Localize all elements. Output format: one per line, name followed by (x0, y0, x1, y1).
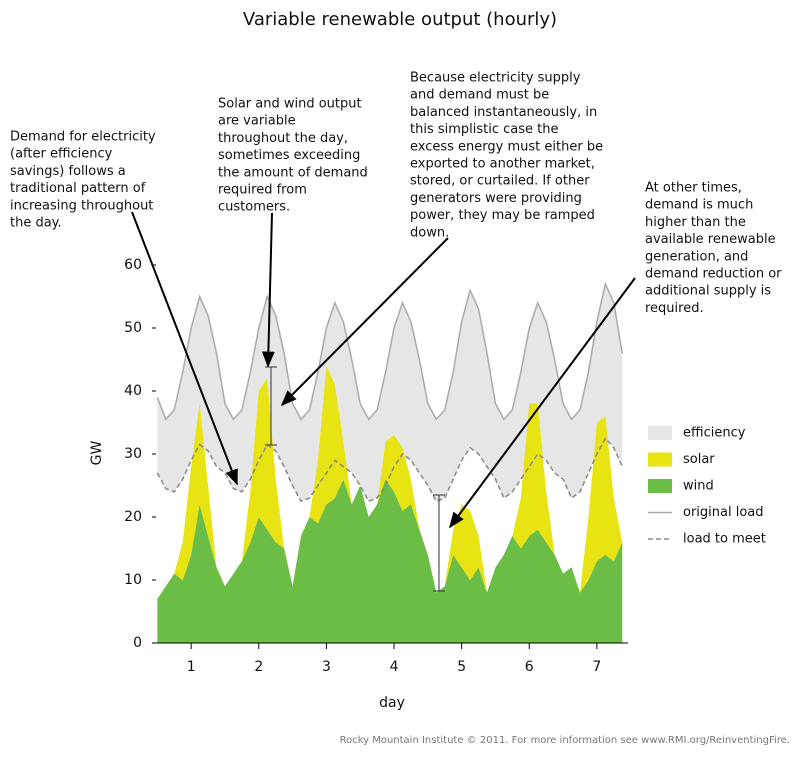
x-tick-label: 5 (457, 659, 466, 675)
arrow (449, 277, 636, 529)
annotation: required from (218, 183, 307, 198)
arrow (280, 237, 449, 407)
annotation: generation, and (645, 249, 748, 264)
annotation: demand is much (645, 198, 753, 213)
annotation: stored, or curtailed. If other (410, 174, 590, 189)
y-axis-label: GW (89, 441, 105, 466)
y-tick-label: 20 (124, 509, 142, 525)
area (157, 479, 623, 643)
annotation: throughout the day, (218, 131, 348, 146)
area (157, 365, 623, 599)
y-tick-label: 60 (124, 257, 142, 273)
annotations: Demand for electricity (after efficiency s… (10, 71, 782, 316)
x-tick-label: 4 (390, 659, 399, 675)
annotation: increasing throughout (10, 198, 153, 213)
annotation: demand reduction or (645, 267, 782, 282)
annotation: At other times, (645, 181, 742, 196)
y-tick-label: 10 (124, 572, 142, 588)
footer: Rocky Mountain Institute © 2011. For mor… (340, 735, 790, 746)
line (156, 281, 623, 421)
legend-label: wind (683, 479, 714, 494)
range-bar (433, 494, 445, 592)
annotation: additional supply is (645, 284, 771, 299)
annotation: excess energy must either be (410, 139, 603, 154)
annotation: available renewable (645, 232, 776, 247)
annotation: Solar and wind output (218, 97, 362, 112)
x-axis-label: day (379, 695, 405, 711)
legend-swatch (648, 479, 672, 493)
annotation: exported to another market, (410, 157, 595, 172)
annotation: (after efficiency (10, 147, 113, 162)
annotation: power, they may be ramped (410, 208, 595, 223)
annotation: and demand must be (410, 88, 549, 103)
arrow (261, 212, 275, 368)
x-tick-label: 1 (187, 659, 196, 675)
x-tick-label: 2 (254, 659, 263, 675)
legend-swatch (648, 452, 672, 467)
annotation: traditional pattern of (10, 181, 146, 196)
annotation: sometimes exceeding (218, 148, 360, 163)
annotation-marks (131, 211, 636, 592)
x-tick-label: 3 (322, 659, 331, 675)
annotation: higher than the (645, 215, 746, 230)
annotation: generators were providing (410, 191, 582, 206)
annotation: this simplistic case the (410, 122, 559, 137)
y-tick-label: 30 (124, 446, 142, 462)
legend-swatch (648, 426, 672, 440)
legend-label: original load (683, 505, 764, 520)
y-tick-label: 40 (124, 383, 142, 399)
annotation: Because electricity supply (410, 71, 581, 86)
line (156, 436, 623, 503)
efficiency-band (157, 283, 623, 502)
y-tick-label: 0 (133, 635, 142, 651)
annotation: the day. (10, 216, 62, 231)
annotation: balanced instantaneously, in (410, 105, 597, 120)
legend: efficiency solar wind original load load to … (648, 426, 766, 547)
range-bar (265, 366, 277, 446)
chart-title: Variable renewable output (hourly) (243, 9, 557, 30)
x-tick-label: 7 (592, 659, 601, 675)
annotation: Demand for electricity (10, 130, 156, 145)
legend-label: load to meet (683, 532, 766, 547)
y-tick-label: 50 (124, 320, 142, 336)
plot: 0 10 20 30 40 50 60 1 2 3 4 5 6 7 (124, 257, 628, 675)
legend-label: solar (683, 452, 715, 467)
annotation: customers. (218, 200, 290, 215)
annotation: the amount of demand (218, 165, 368, 180)
x-tick-label: 6 (525, 659, 534, 675)
annotation: down. (410, 225, 449, 240)
annotation: are variable (218, 114, 296, 129)
arrow (131, 211, 238, 486)
legend-label: efficiency (683, 426, 746, 441)
annotation: savings) follows a (10, 164, 126, 179)
annotation: required. (645, 301, 704, 316)
